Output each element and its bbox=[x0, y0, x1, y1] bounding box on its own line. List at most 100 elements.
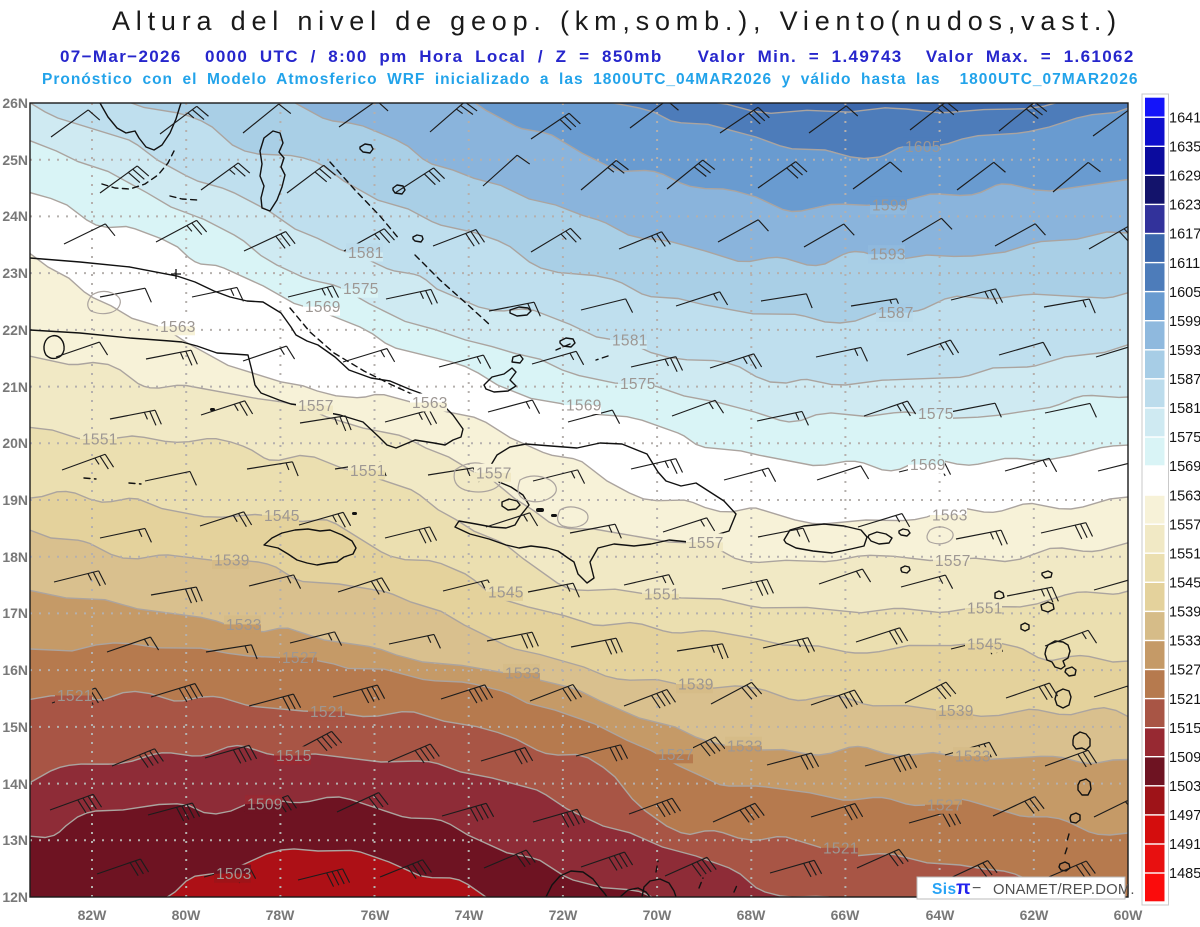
svg-text:19N: 19N bbox=[2, 492, 28, 508]
svg-text:1563: 1563 bbox=[1169, 488, 1200, 504]
svg-text:14N: 14N bbox=[2, 776, 28, 792]
svg-text:17N: 17N bbox=[2, 605, 28, 621]
svg-text:Altura del nivel de geop. (km,: Altura del nivel de geop. (km,somb.), Vi… bbox=[112, 6, 1122, 36]
svg-text:1545: 1545 bbox=[488, 584, 524, 601]
svg-text:1563: 1563 bbox=[160, 319, 196, 336]
svg-text:Pronóstico con el Modelo Atmo: Pronóstico con el Modelo Atmosferico WR… bbox=[42, 71, 1139, 88]
svg-text:1545: 1545 bbox=[1169, 576, 1200, 592]
svg-text:1527: 1527 bbox=[927, 797, 963, 814]
svg-text:1593: 1593 bbox=[870, 247, 906, 264]
svg-text:1587: 1587 bbox=[878, 305, 914, 322]
svg-text:80W: 80W bbox=[172, 907, 202, 923]
svg-text:1533: 1533 bbox=[505, 665, 541, 682]
svg-text:20N: 20N bbox=[2, 435, 28, 451]
svg-text:1575: 1575 bbox=[343, 281, 379, 298]
svg-text:1521: 1521 bbox=[823, 840, 859, 857]
svg-text:1527: 1527 bbox=[1169, 663, 1200, 679]
svg-text:1521: 1521 bbox=[310, 704, 346, 721]
svg-text:1551: 1551 bbox=[350, 463, 386, 480]
svg-text:1581: 1581 bbox=[612, 332, 648, 349]
svg-text:1557: 1557 bbox=[688, 535, 724, 552]
svg-text:72W: 72W bbox=[549, 907, 579, 923]
svg-text:1539: 1539 bbox=[214, 553, 250, 570]
svg-text:1545: 1545 bbox=[967, 636, 1003, 653]
svg-text:1563: 1563 bbox=[412, 395, 448, 412]
svg-text:1587: 1587 bbox=[1169, 372, 1200, 388]
svg-text:18N: 18N bbox=[2, 549, 28, 565]
svg-text:1575: 1575 bbox=[1169, 430, 1200, 446]
svg-text:1533: 1533 bbox=[955, 749, 991, 766]
svg-text:1569: 1569 bbox=[1169, 459, 1200, 475]
svg-text:1635: 1635 bbox=[1169, 140, 1200, 156]
svg-text:1503: 1503 bbox=[216, 866, 252, 883]
svg-text:21N: 21N bbox=[2, 379, 28, 395]
svg-text:22N: 22N bbox=[2, 322, 28, 338]
svg-text:1557: 1557 bbox=[298, 398, 334, 415]
svg-text:1641: 1641 bbox=[1169, 110, 1200, 126]
svg-text:1533: 1533 bbox=[727, 738, 763, 755]
svg-text:64W: 64W bbox=[926, 907, 956, 923]
svg-text:13N: 13N bbox=[2, 832, 28, 848]
svg-text:1509: 1509 bbox=[247, 797, 283, 814]
svg-text:1569: 1569 bbox=[566, 398, 602, 415]
svg-text:1575: 1575 bbox=[918, 406, 954, 423]
svg-text:1509: 1509 bbox=[1169, 750, 1200, 766]
svg-text:68W: 68W bbox=[737, 907, 767, 923]
svg-text:1551: 1551 bbox=[967, 601, 1003, 618]
svg-text:24N: 24N bbox=[2, 208, 28, 224]
svg-text:−: − bbox=[972, 880, 981, 897]
svg-text:1629: 1629 bbox=[1169, 169, 1200, 185]
svg-text:60W: 60W bbox=[1114, 907, 1144, 923]
svg-text:1539: 1539 bbox=[938, 703, 974, 720]
svg-text:π: π bbox=[956, 878, 971, 899]
svg-text:1515: 1515 bbox=[276, 748, 312, 765]
svg-text:1521: 1521 bbox=[1169, 692, 1200, 708]
svg-text:1521: 1521 bbox=[57, 688, 93, 705]
svg-text:74W: 74W bbox=[455, 907, 485, 923]
svg-text:1611: 1611 bbox=[1169, 256, 1200, 272]
svg-text:1527: 1527 bbox=[658, 747, 694, 764]
svg-text:1557: 1557 bbox=[1169, 517, 1200, 533]
svg-text:12N: 12N bbox=[2, 889, 28, 905]
svg-text:1599: 1599 bbox=[1169, 314, 1200, 330]
svg-text:1623: 1623 bbox=[1169, 198, 1200, 214]
svg-text:1581: 1581 bbox=[1169, 401, 1200, 417]
svg-text:1605: 1605 bbox=[905, 139, 941, 156]
svg-text:15N: 15N bbox=[2, 719, 28, 735]
svg-text:62W: 62W bbox=[1020, 907, 1050, 923]
svg-text:66W: 66W bbox=[831, 907, 861, 923]
svg-text:1551: 1551 bbox=[644, 586, 680, 603]
svg-text:1539: 1539 bbox=[678, 677, 714, 694]
svg-text:1599: 1599 bbox=[872, 198, 908, 215]
svg-text:1545: 1545 bbox=[264, 508, 300, 525]
svg-text:1575: 1575 bbox=[620, 376, 656, 393]
svg-text:1533: 1533 bbox=[1169, 634, 1200, 650]
svg-text:1533: 1533 bbox=[226, 617, 262, 634]
svg-text:07−Mar−2026 0000 UTC / 8:00 p: 07−Mar−2026 0000 UTC / 8:00 pm Hora Loca… bbox=[60, 47, 1135, 66]
svg-text:1617: 1617 bbox=[1169, 227, 1200, 243]
svg-text:1485: 1485 bbox=[1169, 866, 1200, 882]
svg-text:1569: 1569 bbox=[305, 299, 341, 316]
svg-text:1497: 1497 bbox=[1169, 808, 1200, 824]
svg-text:1539: 1539 bbox=[1169, 605, 1200, 621]
svg-text:1551: 1551 bbox=[1169, 546, 1200, 562]
svg-text:ONAMET/REP.DOM.: ONAMET/REP.DOM. bbox=[993, 882, 1135, 898]
svg-text:1551: 1551 bbox=[82, 432, 118, 449]
svg-text:1593: 1593 bbox=[1169, 343, 1200, 359]
svg-text:16N: 16N bbox=[2, 662, 28, 678]
svg-text:1557: 1557 bbox=[935, 553, 971, 570]
svg-text:1569: 1569 bbox=[910, 457, 946, 474]
svg-text:23N: 23N bbox=[2, 265, 28, 281]
svg-text:1605: 1605 bbox=[1169, 285, 1200, 301]
svg-text:Sis: Sis bbox=[932, 881, 956, 898]
svg-text:1527: 1527 bbox=[282, 650, 318, 667]
svg-text:25N: 25N bbox=[2, 152, 28, 168]
svg-text:82W: 82W bbox=[78, 907, 108, 923]
svg-text:1491: 1491 bbox=[1169, 837, 1200, 853]
svg-text:1581: 1581 bbox=[348, 245, 384, 262]
svg-text:1503: 1503 bbox=[1169, 779, 1200, 795]
svg-text:1563: 1563 bbox=[932, 508, 968, 525]
svg-text:70W: 70W bbox=[643, 907, 673, 923]
svg-text:76W: 76W bbox=[361, 907, 391, 923]
svg-text:1515: 1515 bbox=[1169, 721, 1200, 737]
